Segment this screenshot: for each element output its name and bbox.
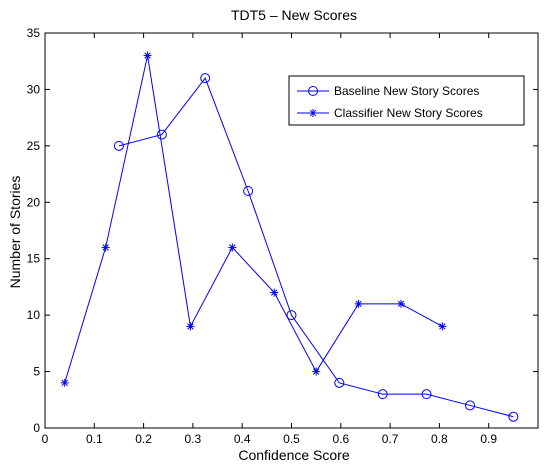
y-axis-title: Number of Stories: [7, 176, 23, 289]
x-tick-label: 0: [42, 432, 49, 446]
x-tick-label: 0.5: [283, 432, 300, 446]
y-tick-label: 35: [27, 26, 41, 40]
classifier-data-point: [438, 322, 447, 331]
baseline-data-point: [421, 389, 432, 400]
legend-baseline-label: Baseline New Story Scores: [334, 84, 479, 98]
y-tick-label: 5: [33, 365, 40, 379]
x-tick-label: 0.1: [86, 432, 103, 446]
marker-stroke: [309, 109, 317, 117]
x-tick-label: 0.6: [332, 432, 349, 446]
x-tick-label: 0.2: [135, 432, 152, 446]
baseline-data-point: [200, 73, 211, 84]
plot-layer: [60, 51, 519, 422]
y-tick-label: 15: [27, 252, 41, 266]
x-tick-label: 0.7: [382, 432, 399, 446]
y-tick-label: 0: [33, 421, 40, 435]
classifier-series-line: [64, 55, 443, 384]
marker-stroke: [102, 244, 109, 251]
baseline-data-point: [286, 310, 297, 321]
x-axis-title: Confidence Score: [238, 447, 350, 463]
legend-box: [288, 75, 525, 126]
classifier-data-point: [312, 367, 321, 376]
axes-layer: 0 0.1 0.2 0.3 0.4 0.5 0.6 0.7 0.8 0.9 0 5 10 15 20 25 30…: [27, 26, 539, 446]
y-tick-label: 25: [27, 139, 41, 153]
chart-title: TDT5 – New Scores: [231, 7, 357, 23]
marker-stroke: [312, 368, 320, 375]
y-tick-label: 30: [27, 82, 41, 96]
x-tick-label: 0.8: [431, 432, 448, 446]
marker-stroke: [397, 300, 405, 308]
classifier-data-point: [396, 299, 405, 308]
marker-stroke: [144, 52, 151, 59]
baseline-data-point: [377, 389, 388, 400]
legend: Baseline New Story Scores Classifier New …: [288, 75, 525, 126]
legend-classifier-label: Classifier New Story Scores: [334, 106, 483, 120]
legend-baseline-marker: [308, 86, 318, 96]
y-tick-label: 10: [27, 308, 41, 322]
classifier-data-point: [354, 299, 363, 308]
marker-stroke: [61, 379, 68, 387]
classifier-data-point: [60, 378, 69, 387]
baseline-data-point: [243, 186, 254, 196]
y-tick-label: 20: [27, 195, 41, 209]
marker-stroke: [271, 289, 278, 296]
marker-stroke: [439, 323, 446, 330]
marker-stroke: [187, 323, 194, 330]
baseline-series-line: [118, 77, 514, 418]
marker-stroke: [355, 300, 362, 308]
classifier-data-point: [101, 243, 110, 252]
classifier-data-point: [143, 51, 152, 60]
legend-classifier-marker: [309, 109, 317, 117]
marker-stroke: [229, 244, 236, 251]
baseline-data-point: [334, 377, 345, 388]
classifier-data-point: [186, 322, 195, 331]
baseline-data-point: [508, 411, 519, 422]
baseline-data-point: [464, 400, 475, 411]
baseline-data-point: [156, 129, 167, 140]
x-tick-label: 0.4: [234, 432, 251, 446]
classifier-data-point: [228, 243, 237, 252]
baseline-data-point: [113, 140, 124, 151]
x-tick-label: 0.9: [480, 432, 497, 446]
classifier-data-point: [270, 288, 279, 297]
x-tick-label: 0.3: [185, 432, 202, 446]
